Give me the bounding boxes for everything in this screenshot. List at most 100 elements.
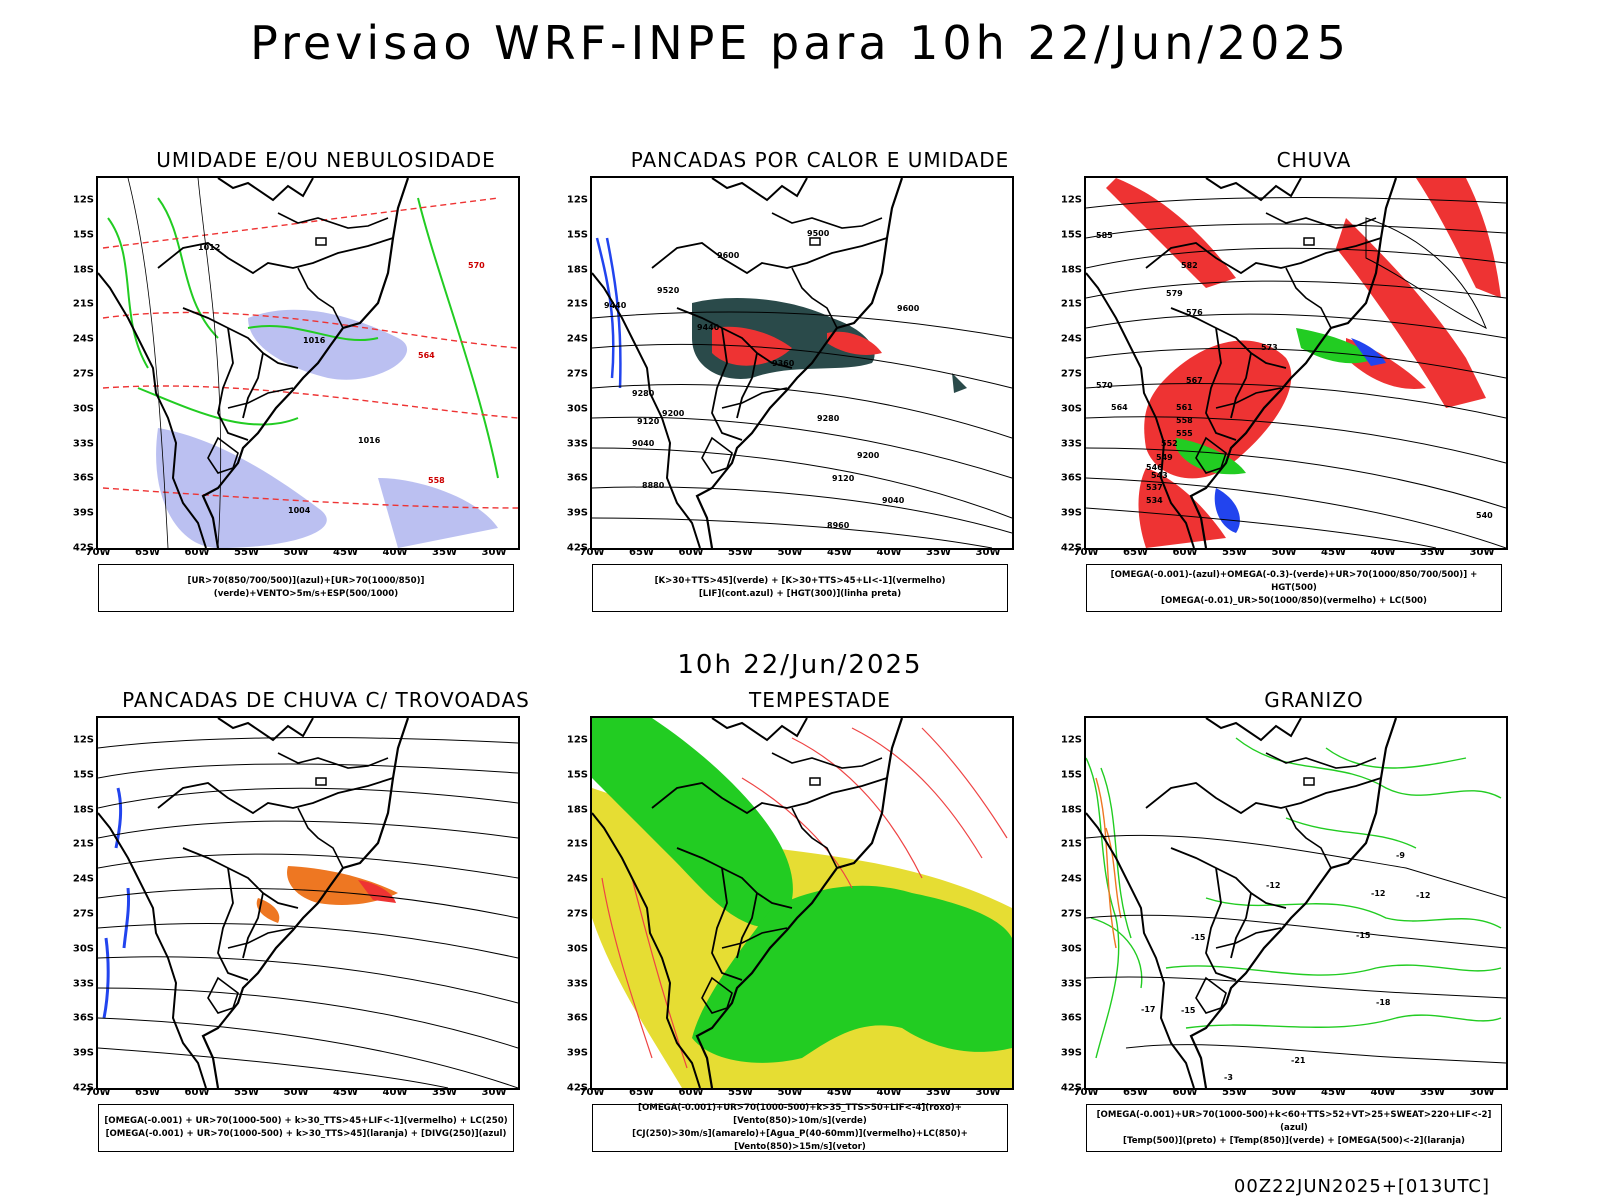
lon-tick-label: 45W: [1321, 1087, 1346, 1098]
lat-axis: 12S 15S 18S 21S 24S 27S 30S 33S 36S 39S 42S: [1048, 716, 1082, 1094]
legend-line: [OMEGA(-0.001)+UR>70(1000-500)+k>35_TTS>…: [638, 1103, 962, 1126]
svg-text:-15: -15: [1181, 1006, 1196, 1015]
panel-title: TEMPESTADE: [749, 688, 891, 712]
map-thunderstorms: [96, 716, 520, 1090]
lat-tick-label: 33S: [566, 978, 588, 990]
legend-line: [LIF](cont.azul) + [HGT(300)](linha pret…: [698, 589, 902, 599]
lon-tick-label: 35W: [926, 1087, 951, 1098]
svg-text:570: 570: [468, 261, 485, 270]
panel-title: GRANIZO: [1264, 688, 1364, 712]
lon-tick-label: 35W: [432, 1087, 457, 1098]
lon-tick-label: 30W: [481, 1087, 507, 1098]
map-hail: -9 -12 -12 -12 -15 -15 -18 -21 -17 -3 -1…: [1084, 716, 1508, 1090]
svg-text:9520: 9520: [657, 286, 680, 295]
legend-line: [OMEGA(-0.001)+UR>70(1000-500)+k<60+TTS>…: [1096, 1109, 1492, 1133]
lat-tick-label: 12S: [72, 194, 94, 206]
legend-line: [OMEGA(-0.001) + UR>70(1000-500) + k>30_…: [105, 1129, 507, 1139]
svg-text:-12: -12: [1371, 889, 1385, 898]
run-timestamp: 00Z22JUN2025+[013UTC]: [1233, 1176, 1490, 1197]
lon-tick-label: 60W: [678, 1087, 704, 1098]
panel-legend: [OMEGA(-0.001)+UR>70(1000-500)+k>35_TTS>…: [592, 1103, 1008, 1152]
panel-legend: [UR>70(850/700/500)](azul)+[UR>70(1000/8…: [98, 564, 514, 612]
svg-text:558: 558: [1176, 416, 1193, 425]
lat-tick-label: 33S: [1060, 438, 1082, 450]
lon-tick-label: 60W: [184, 1087, 210, 1098]
legend-line: [Temp(500)](preto) + [Temp(850)](verde) …: [1123, 1135, 1465, 1146]
lat-tick-label: 21S: [566, 838, 588, 850]
legend-line: [OMEGA(-0.01)_UR>50(1000/850)(vermelho) …: [1161, 595, 1427, 606]
lon-axis: 70W 65W 60W 55W 50W 45W 40W 35W 30W: [86, 547, 520, 561]
lat-tick-label: 24S: [72, 873, 94, 885]
svg-text:-15: -15: [1356, 931, 1371, 940]
lon-tick-label: 70W: [579, 1087, 605, 1098]
lat-axis: 12S 15S 18S 21S 24S 27S 30S 33S 36S 39S 42S: [554, 176, 588, 554]
lat-tick-label: 33S: [72, 438, 94, 450]
lat-tick-label: 15S: [72, 229, 94, 241]
svg-text:1012: 1012: [198, 243, 220, 252]
lat-tick-label: 30S: [1060, 403, 1082, 415]
lon-tick-label: 40W: [876, 547, 902, 558]
lon-tick-label: 55W: [234, 1087, 259, 1098]
lat-axis: 12S 15S 18S 21S 24S 27S 30S 33S 36S 39S 42S: [60, 176, 94, 554]
lat-tick-label: 21S: [1060, 298, 1082, 310]
lon-axis: 70W 65W 60W 55W 50W 45W 40W 35W 30W: [1074, 1087, 1508, 1101]
lat-tick-label: 30S: [566, 403, 588, 415]
svg-text:558: 558: [428, 476, 445, 485]
lon-tick-label: 45W: [1321, 547, 1346, 558]
svg-text:-9: -9: [1396, 851, 1405, 860]
svg-text:-12: -12: [1266, 881, 1280, 890]
panel-title: PANCADAS POR CALOR E UMIDADE: [630, 148, 1010, 172]
lat-tick-label: 36S: [566, 1012, 588, 1024]
map-convection: 9600 9500 9520 9440 9440 9360 9280 9200 …: [590, 176, 1014, 550]
svg-text:-21: -21: [1291, 1056, 1306, 1065]
panel-legend: [OMEGA(-0.001)+UR>70(1000-500)+k<60+TTS>…: [1086, 1104, 1502, 1152]
lon-tick-label: 50W: [283, 1087, 309, 1098]
panel-legend: [K>30+TTS>45](verde) + [K>30+TTS>45+LI<-…: [592, 564, 1008, 612]
lon-tick-label: 45W: [827, 1087, 852, 1098]
lat-tick-label: 36S: [1060, 1012, 1082, 1024]
svg-text:585: 585: [1096, 231, 1113, 240]
lat-tick-label: 24S: [566, 333, 588, 345]
lon-tick-label: 40W: [876, 1087, 902, 1098]
lat-tick-label: 27S: [72, 908, 94, 920]
svg-text:9200: 9200: [662, 409, 685, 418]
svg-text:555: 555: [1176, 429, 1193, 438]
lat-tick-label: 24S: [1060, 333, 1082, 345]
lon-tick-label: 55W: [1222, 547, 1247, 558]
svg-text:564: 564: [1111, 403, 1128, 412]
lat-tick-label: 36S: [566, 472, 588, 484]
map-rain: 585 582 579 576 573 570 567 564 561 558 …: [1084, 176, 1508, 550]
svg-text:534: 534: [1146, 496, 1163, 505]
lon-axis: 70W 65W 60W 55W 50W 45W 40W 35W 30W: [1074, 547, 1508, 561]
lon-tick-label: 55W: [234, 547, 259, 558]
panel-title: PANCADAS DE CHUVA C/ TROVOADAS: [122, 688, 530, 712]
svg-text:570: 570: [1096, 381, 1113, 390]
lon-tick-label: 35W: [1420, 1087, 1445, 1098]
legend-line: [OMEGA(-0.001) + UR>70(1000-500) + k>30_…: [104, 1116, 508, 1126]
lon-tick-label: 40W: [1370, 1087, 1396, 1098]
lon-tick-label: 50W: [1271, 547, 1297, 558]
lat-tick-label: 30S: [72, 943, 94, 955]
svg-text:573: 573: [1261, 343, 1278, 352]
panel-title: CHUVA: [1276, 148, 1352, 172]
legend-line: [UR>70(850/700/500)](azul)+[UR>70(1000/8…: [187, 576, 425, 599]
lat-tick-label: 24S: [1060, 873, 1082, 885]
lon-tick-label: 65W: [135, 547, 160, 558]
lat-tick-label: 39S: [1060, 1047, 1082, 1059]
svg-text:540: 540: [1476, 511, 1493, 520]
lat-tick-label: 30S: [72, 403, 94, 415]
lat-tick-label: 36S: [72, 472, 94, 484]
lat-tick-label: 42S: [566, 1082, 588, 1094]
lon-tick-label: 70W: [85, 1087, 111, 1098]
svg-text:8960: 8960: [827, 521, 850, 530]
svg-text:582: 582: [1181, 261, 1198, 270]
svg-text:561: 561: [1176, 403, 1193, 412]
lat-tick-label: 36S: [1060, 472, 1082, 484]
lat-tick-label: 33S: [1060, 978, 1082, 990]
lon-tick-label: 60W: [184, 547, 210, 558]
svg-text:9120: 9120: [832, 474, 855, 483]
lat-tick-label: 21S: [566, 298, 588, 310]
lon-tick-label: 40W: [382, 547, 408, 558]
lat-tick-label: 33S: [72, 978, 94, 990]
legend-line: [CJ(250)>30m/s](amarelo)+[Agua_P(40-60mm…: [632, 1129, 968, 1152]
